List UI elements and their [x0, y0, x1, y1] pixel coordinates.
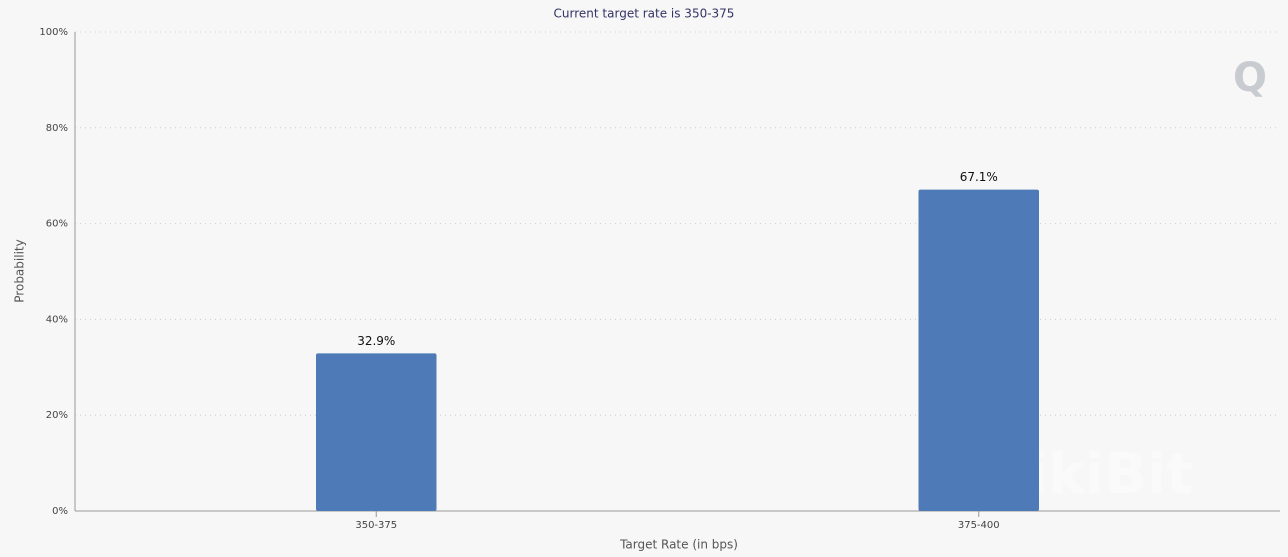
y-tick-label: 0%	[52, 506, 68, 517]
bar	[316, 353, 437, 511]
x-tick-label: 350-375	[355, 520, 397, 531]
value-label: 32.9%	[357, 334, 395, 348]
x-axis-title: Target Rate (in bps)	[619, 538, 738, 552]
y-tick-label: 80%	[46, 123, 68, 134]
y-tick-label: 100%	[39, 27, 68, 38]
value-label: 67.1%	[960, 170, 998, 184]
y-tick-label: 20%	[46, 410, 68, 421]
y-tick-label: 60%	[46, 219, 68, 230]
chart-title: Current target rate is 350-375	[554, 7, 735, 21]
logo: Q	[1233, 55, 1267, 101]
y-tick-label: 40%	[46, 314, 68, 325]
x-tick-label: 375-400	[958, 520, 1000, 531]
y-axis-title: Probability	[13, 239, 27, 302]
bar	[918, 189, 1039, 511]
